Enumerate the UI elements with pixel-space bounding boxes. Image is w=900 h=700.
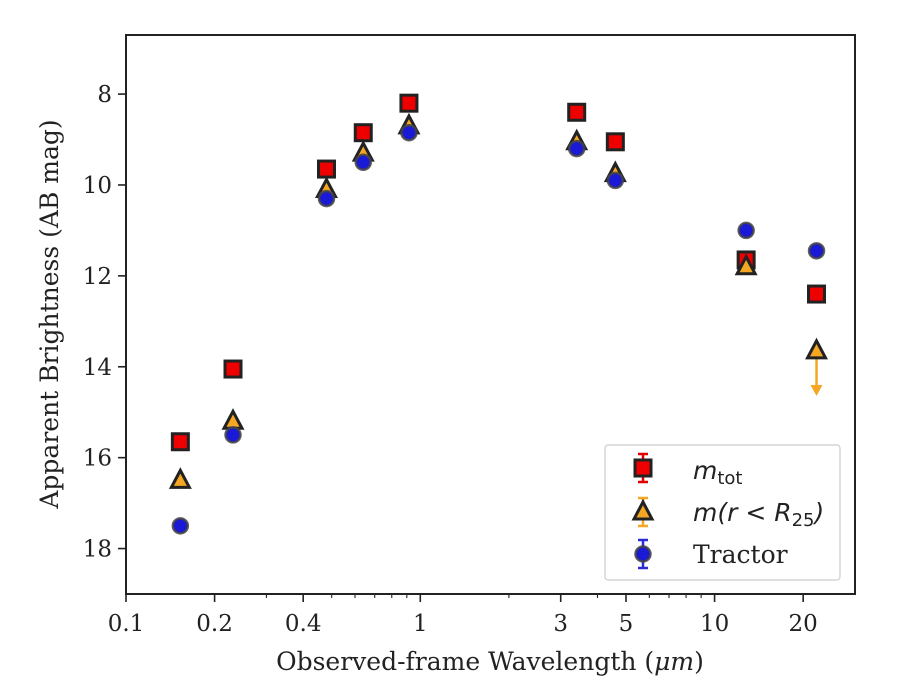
axis-ticks: 0.1 0.2 0.4 1 3 5 10 20 8 10 12 14 16 18 — [83, 82, 818, 637]
legend-label-r25: m(r < R25) — [693, 498, 824, 531]
data-point-series-3 — [171, 517, 190, 535]
y-tick-label: 16 — [83, 446, 112, 472]
legend-marker-series-3 — [634, 545, 652, 563]
data-point-series-2 — [734, 253, 758, 276]
legend-box — [604, 444, 841, 581]
x-tick-label: 0.2 — [196, 611, 233, 637]
data-point-series-1 — [316, 159, 336, 179]
y-tick-label: 14 — [83, 355, 112, 381]
y-axis-title: Apparent Brightness (AB mag) — [35, 119, 64, 509]
data-point-series-3 — [606, 171, 625, 190]
x-tick-label: 5 — [619, 611, 634, 637]
legend-markers — [631, 452, 655, 570]
data-point-series-3 — [807, 242, 826, 260]
data-point-series-3 — [224, 426, 242, 444]
x-tick-label: 3 — [553, 611, 568, 637]
data-point-series-2 — [805, 337, 829, 360]
x-axis-title: Observed-frame Wavelength (μm) — [276, 647, 704, 676]
data-point-series-3 — [400, 123, 418, 142]
plot-frame — [125, 34, 856, 595]
x-tick-label: 1 — [413, 611, 428, 637]
data-point-series-2 — [168, 467, 192, 489]
y-tick-label: 12 — [83, 264, 112, 290]
y-tick-label: 10 — [83, 173, 112, 199]
x-axis-title-unit: μm — [654, 647, 694, 676]
data-point-series-1 — [399, 93, 419, 113]
data-point-series-3 — [317, 189, 336, 208]
data-point-series-3 — [737, 221, 755, 240]
legend: mtot m(r < R25) Tractor — [604, 444, 841, 581]
x-tick-label: 0.1 — [108, 611, 145, 637]
legend-marker-series-2 — [631, 498, 655, 521]
data-point-series-1 — [170, 432, 190, 452]
data-point-series-1 — [223, 359, 243, 379]
data-point-series-1 — [567, 102, 587, 122]
data-point-series-1 — [605, 132, 625, 152]
x-tick-label: 0.4 — [285, 611, 322, 637]
y-tick-label: 8 — [97, 82, 112, 108]
upper-limit-arrow-head — [810, 385, 823, 397]
data-point-series-3 — [567, 139, 586, 158]
x-tick-label: 20 — [789, 611, 818, 637]
x-tick-label: 10 — [700, 611, 729, 637]
y-tick-label: 18 — [83, 537, 112, 563]
data-point-series-1 — [353, 123, 373, 143]
data-point-series-1 — [807, 284, 827, 304]
data-marks — [168, 93, 829, 535]
legend-marker-series-1 — [633, 458, 653, 478]
legend-label-tractor: Tractor — [693, 540, 788, 569]
legend-label-mtot: mtot — [693, 456, 743, 489]
data-point-series-3 — [354, 153, 373, 172]
